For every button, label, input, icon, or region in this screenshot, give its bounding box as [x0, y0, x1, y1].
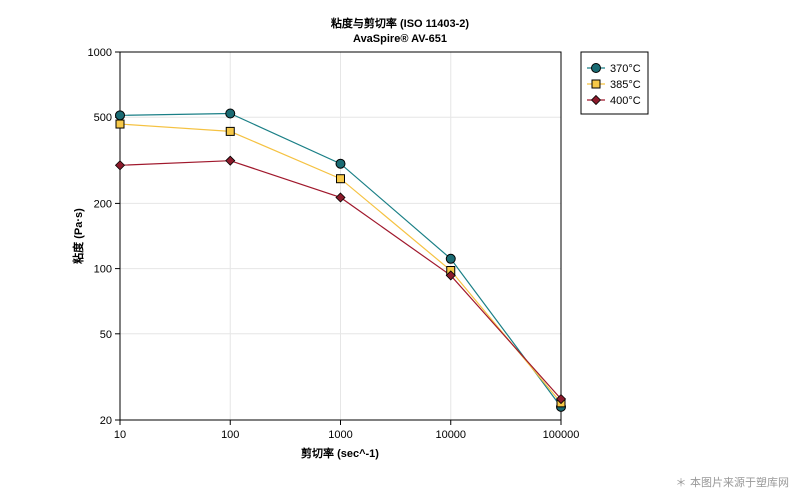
- legend-label: 370°C: [610, 63, 641, 75]
- data-point: [336, 174, 345, 184]
- x-tick-label: 100000: [543, 429, 580, 441]
- series-layer: [114, 108, 567, 412]
- data-point: [445, 270, 456, 281]
- data-point: [555, 393, 567, 405]
- chart-subtitle: AvaSpire® AV-651: [353, 33, 447, 45]
- x-tick-label: 10000: [435, 429, 466, 441]
- data-point: [115, 110, 125, 121]
- axis-ticks: 10 100 1000 10000 100000 20 50 100 200 500 1000: [88, 47, 580, 441]
- x-tick-label: 100: [221, 429, 239, 441]
- data-point: [225, 126, 235, 136]
- legend-marker: [590, 94, 602, 106]
- y-tick-label: 500: [94, 112, 112, 124]
- data-point: [114, 160, 126, 171]
- y-tick-label: 50: [100, 329, 112, 341]
- x-tick-label: 10: [114, 429, 126, 441]
- series-markers-2: [114, 155, 567, 405]
- legend-label: 400°C: [610, 95, 641, 107]
- y-tick-label: 200: [94, 198, 112, 210]
- legend-label: 385°C: [610, 79, 641, 91]
- legend-marker: [591, 79, 601, 89]
- data-point: [335, 192, 346, 203]
- grid: [119, 51, 562, 421]
- x-tick-label: 1000: [328, 429, 352, 441]
- data-point: [115, 119, 125, 129]
- y-tick-label: 100: [94, 264, 112, 276]
- y-tick-label: 20: [100, 415, 112, 427]
- y-tick-label: 1000: [88, 47, 112, 59]
- y-axis-label: 粘度 (Pa·s): [71, 208, 85, 264]
- legend-marker: [591, 63, 601, 73]
- data-point: [225, 108, 236, 119]
- legend: 370°C 385°C 400°C: [580, 51, 649, 115]
- watermark: ＊ 本图片来源于塑库网: [676, 475, 790, 489]
- data-point: [335, 158, 346, 169]
- chart-title: 粘度与剪切率 (ISO 11403-2): [331, 16, 469, 30]
- data-point: [445, 253, 456, 264]
- data-point: [225, 155, 236, 166]
- x-axis-label: 剪切率 (sec^-1): [301, 446, 379, 460]
